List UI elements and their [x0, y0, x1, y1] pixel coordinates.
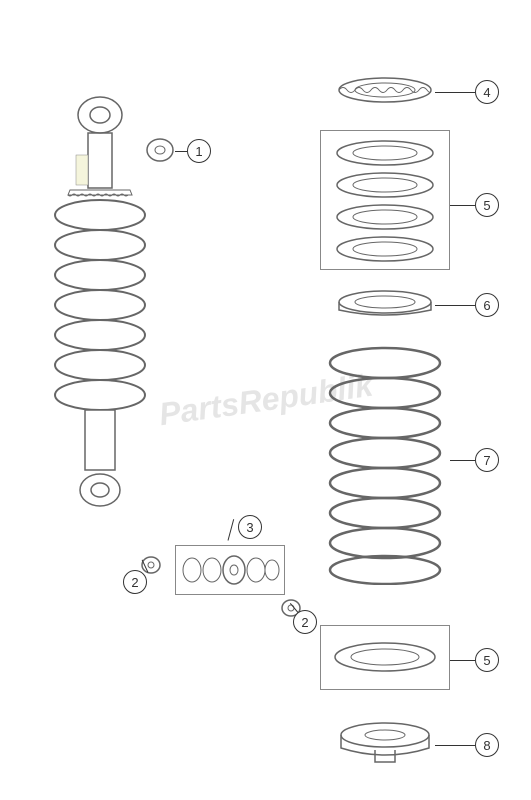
- leader-line: [228, 519, 235, 541]
- callout-4: 4: [475, 80, 499, 104]
- callout-label: 7: [483, 453, 490, 468]
- main-coil-spring: [320, 345, 450, 585]
- leader-line: [435, 745, 475, 746]
- callout-2: 2: [293, 610, 317, 634]
- leader-line: [450, 205, 475, 206]
- leader-line: [450, 660, 475, 661]
- callout-2: 2: [123, 570, 147, 594]
- upper-bushing: [145, 135, 175, 165]
- callout-6: 6: [475, 293, 499, 317]
- callout-label: 8: [483, 738, 490, 753]
- seal-kit-components: [180, 552, 280, 588]
- callout-label: 2: [131, 575, 138, 590]
- spring-retainer: [335, 720, 435, 765]
- callout-label: 3: [246, 520, 253, 535]
- leader-line: [175, 151, 187, 152]
- callout-1: 1: [187, 139, 211, 163]
- spring-seat-washers: [328, 138, 442, 262]
- callout-label: 1: [195, 144, 202, 159]
- callout-5: 5: [475, 648, 499, 672]
- callout-label: 5: [483, 653, 490, 668]
- callout-5: 5: [475, 193, 499, 217]
- callout-3: 3: [238, 515, 262, 539]
- parts-diagram: PartsRepublik: [0, 0, 531, 800]
- lower-washer: [328, 640, 442, 675]
- callout-label: 2: [301, 615, 308, 630]
- callout-7: 7: [475, 448, 499, 472]
- spacer-ring: [335, 290, 435, 320]
- callout-8: 8: [475, 733, 499, 757]
- leader-line: [435, 92, 475, 93]
- leader-line: [450, 460, 475, 461]
- callout-label: 6: [483, 298, 490, 313]
- callout-label: 4: [483, 85, 490, 100]
- callout-label: 5: [483, 198, 490, 213]
- leader-line: [435, 305, 475, 306]
- adjuster-ring: [335, 75, 435, 105]
